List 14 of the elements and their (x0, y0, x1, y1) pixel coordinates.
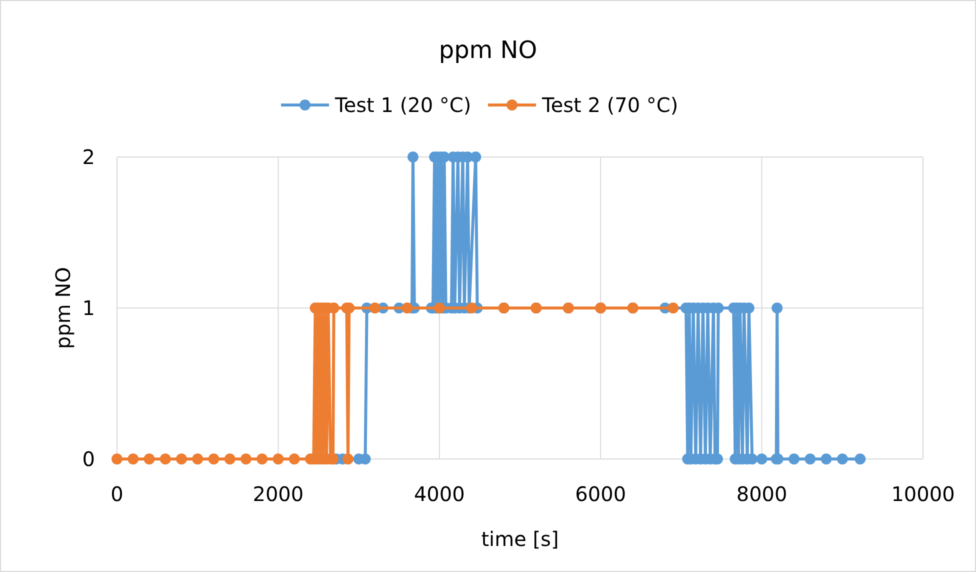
x-tick-label: 2000 (252, 482, 304, 506)
y-tick-label: 2 (82, 145, 95, 169)
y-tick-label: 1 (82, 296, 95, 320)
x-tick-label: 8000 (736, 482, 788, 506)
x-tick-label: 0 (110, 482, 124, 506)
legend-label: Test 2 (70 °C) (541, 93, 678, 117)
legend-label: Test 1 (20 °C) (334, 93, 472, 117)
x-axis-title: time [s] (481, 527, 559, 551)
chart-title: ppm NO (438, 36, 538, 64)
y-tick-label: 0 (82, 447, 95, 471)
x-tick-label: 10000 (891, 482, 955, 506)
y-axis-title: ppm NO (51, 267, 75, 349)
x-tick-label: 6000 (575, 482, 626, 506)
x-tick-label: 4000 (414, 482, 465, 506)
